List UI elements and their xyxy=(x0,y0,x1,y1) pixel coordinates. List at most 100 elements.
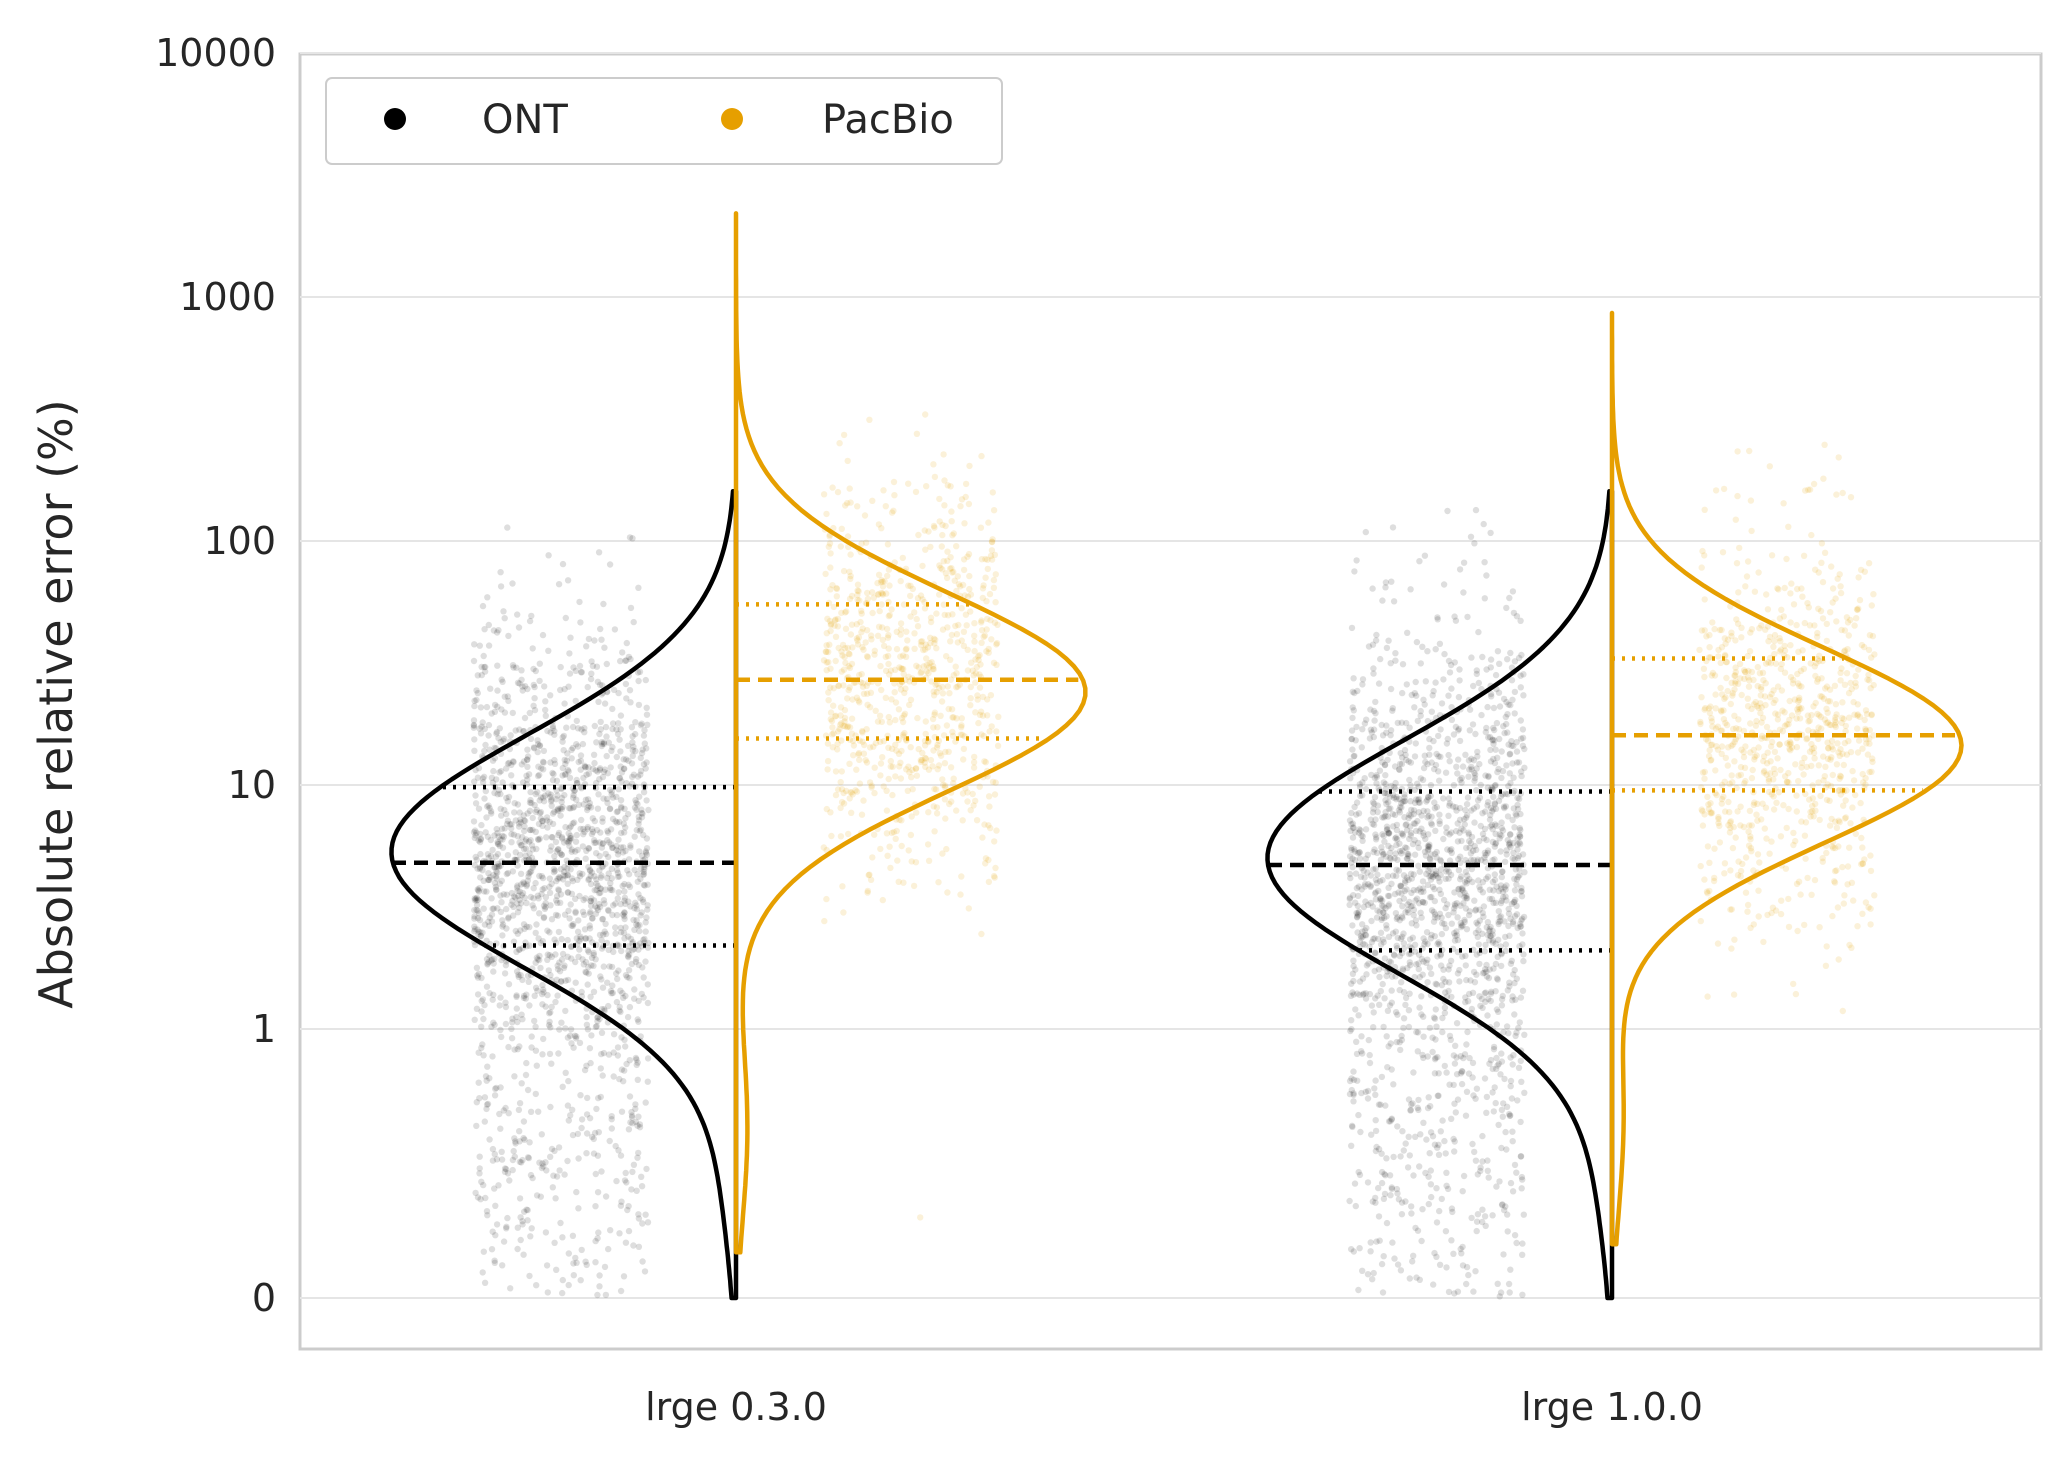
scatter-point xyxy=(620,1273,628,1280)
scatter-point xyxy=(1701,673,1708,681)
scatter-point xyxy=(599,773,607,781)
scatter-point xyxy=(509,897,516,905)
scatter-point xyxy=(499,779,506,786)
scatter-point xyxy=(572,908,579,915)
scatter-point xyxy=(574,725,582,732)
scatter-point xyxy=(1840,900,1848,907)
scatter-point xyxy=(1512,896,1519,904)
scatter-point xyxy=(521,817,529,825)
scatter-point xyxy=(927,543,934,551)
scatter-point xyxy=(962,611,970,618)
scatter-point xyxy=(1750,676,1757,684)
scatter-point xyxy=(571,787,578,795)
scatter-point xyxy=(1731,712,1738,719)
scatter-point xyxy=(1491,876,1499,884)
scatter-point xyxy=(985,519,992,526)
scatter-point xyxy=(558,956,566,963)
scatter-point xyxy=(1500,1100,1507,1107)
scatter-point xyxy=(510,903,517,910)
scatter-point xyxy=(1400,1147,1408,1154)
scatter-point xyxy=(583,1130,591,1137)
scatter-point xyxy=(841,723,849,730)
scatter-point xyxy=(1480,903,1488,910)
scatter-point xyxy=(1428,931,1435,939)
scatter-point xyxy=(923,483,930,490)
scatter-point xyxy=(532,1047,540,1054)
scatter-point xyxy=(532,667,539,675)
scatter-point xyxy=(1761,825,1769,832)
scatter-point xyxy=(1420,1119,1427,1127)
scatter-point xyxy=(932,786,940,793)
scatter-point xyxy=(607,1227,614,1234)
scatter-point xyxy=(482,787,489,795)
scatter-point xyxy=(526,617,534,625)
scatter-point xyxy=(585,963,592,971)
scatter-point xyxy=(1868,602,1876,609)
scatter-point xyxy=(608,865,615,872)
scatter-point xyxy=(1865,560,1873,567)
scatter-point xyxy=(1845,689,1853,697)
scatter-point xyxy=(588,825,596,833)
scatter-point xyxy=(1792,761,1799,768)
y-tick-label: 1000 xyxy=(179,275,276,319)
scatter-point xyxy=(471,897,479,904)
scatter-point xyxy=(605,870,612,877)
scatter-point xyxy=(1436,1261,1444,1269)
scatter-point xyxy=(641,865,648,873)
scatter-point xyxy=(617,987,624,994)
scatter-point xyxy=(564,936,571,944)
scatter-point xyxy=(570,1260,577,1267)
scatter-point xyxy=(546,1010,553,1017)
scatter-point xyxy=(473,687,480,694)
scatter-point xyxy=(613,793,620,801)
scatter-point xyxy=(1787,590,1794,597)
scatter-point xyxy=(1358,744,1366,751)
scatter-point xyxy=(1429,1048,1436,1056)
scatter-point xyxy=(1746,648,1754,655)
scatter-point xyxy=(587,898,594,905)
scatter-point xyxy=(640,881,647,889)
scatter-point xyxy=(1495,1060,1503,1068)
scatter-point xyxy=(535,895,542,902)
scatter-point xyxy=(1406,990,1413,997)
scatter-point xyxy=(1491,856,1498,863)
scatter-point xyxy=(1400,1024,1407,1032)
scatter-point xyxy=(936,562,943,569)
scatter-point xyxy=(584,823,591,831)
scatter-point xyxy=(543,834,550,841)
scatter-point xyxy=(629,947,636,954)
scatter-point xyxy=(615,786,622,793)
scatter-point xyxy=(574,928,582,935)
scatter-point xyxy=(576,937,583,945)
scatter-point xyxy=(565,768,572,775)
scatter-point xyxy=(595,791,602,798)
scatter-point xyxy=(1509,1188,1517,1195)
scatter-point xyxy=(1413,961,1420,968)
scatter-point xyxy=(617,928,625,936)
scatter-point xyxy=(626,974,633,982)
scatter-point xyxy=(536,771,543,779)
scatter-point xyxy=(1372,950,1379,957)
scatter-point xyxy=(1495,1121,1502,1129)
scatter-point xyxy=(1382,780,1389,788)
scatter-point xyxy=(980,633,987,640)
scatter-point xyxy=(480,773,488,780)
scatter-point xyxy=(1796,682,1803,689)
scatter-point xyxy=(490,767,497,775)
scatter-point xyxy=(609,989,616,997)
scatter-point xyxy=(511,809,518,816)
scatter-point xyxy=(636,827,643,834)
scatter-point xyxy=(546,1050,554,1058)
scatter-point xyxy=(1736,660,1744,668)
scatter-point xyxy=(1506,1110,1513,1118)
scatter-point xyxy=(600,897,608,904)
scatter-point xyxy=(1452,1109,1460,1116)
scatter-point xyxy=(644,902,651,909)
scatter-point xyxy=(827,665,834,672)
scatter-point xyxy=(613,911,621,919)
scatter-point xyxy=(515,823,523,830)
scatter-point xyxy=(1369,1276,1376,1283)
scatter-point xyxy=(1375,887,1382,895)
scatter-point xyxy=(1428,893,1435,901)
scatter-point xyxy=(596,766,603,773)
